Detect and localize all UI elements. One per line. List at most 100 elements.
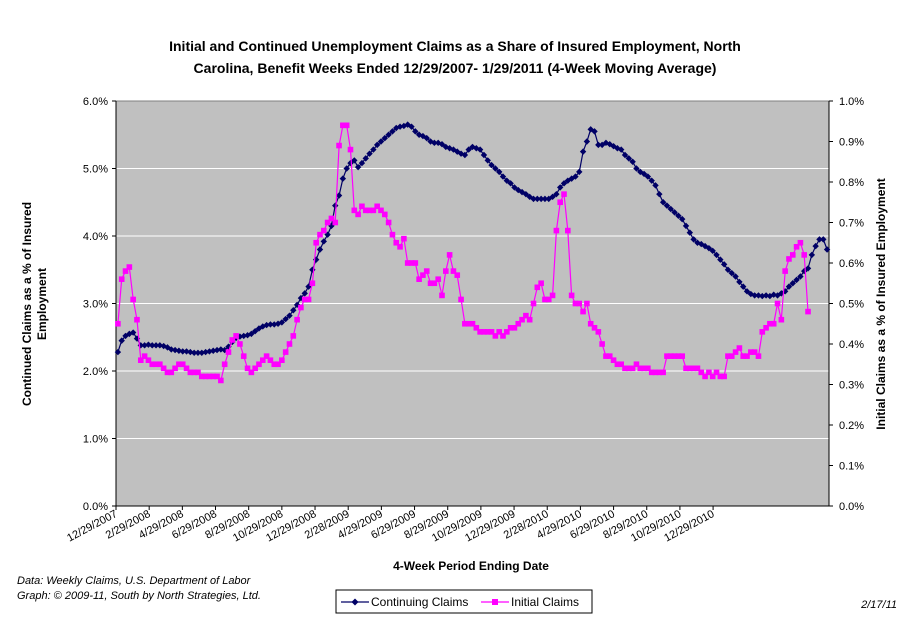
x-axis: 12/29/20072/29/20084/29/20086/29/20088/2… xyxy=(65,505,829,544)
initial-claims-point xyxy=(385,219,392,226)
initial-claims-point xyxy=(740,353,747,359)
initial-claims-point xyxy=(134,316,140,323)
continuing-claims-point xyxy=(595,141,602,149)
continuing-claims-point xyxy=(785,283,793,290)
initial-claims-point xyxy=(801,252,808,258)
initial-claims-point xyxy=(481,329,487,335)
continuing-claims-point xyxy=(682,222,690,230)
legend-initial-marker xyxy=(492,599,498,605)
initial-claims-point xyxy=(130,296,136,303)
initial-claims-point xyxy=(488,329,495,335)
continuing-claims-point xyxy=(152,342,160,349)
initial-claims-point xyxy=(324,219,331,226)
initial-claims-point xyxy=(648,369,655,376)
left-axis-title-line1: Continued Claims as a % of Insured xyxy=(20,202,34,406)
continuing-claims-point xyxy=(522,190,530,198)
initial-claims-point xyxy=(141,353,148,359)
initial-claims-point xyxy=(679,353,686,359)
continuing-claims-point xyxy=(621,151,629,159)
initial-claims-point xyxy=(126,264,133,270)
initial-claims-point xyxy=(206,373,213,380)
initial-claims-point xyxy=(526,316,533,323)
continuing-claims-point xyxy=(454,148,461,155)
initial-claims-point xyxy=(721,373,727,380)
continuing-claims-point xyxy=(740,283,747,290)
continuing-claims-point xyxy=(537,195,545,203)
initial-claims-point xyxy=(229,337,236,343)
initial-claims-point xyxy=(240,353,247,359)
continuing-claims-point xyxy=(781,288,789,295)
initial-claims-point xyxy=(599,341,605,347)
continuing-claims-point xyxy=(465,146,472,153)
continuing-claims-point xyxy=(671,209,678,216)
initial-claims-point xyxy=(176,361,182,368)
initial-claims-point xyxy=(195,369,201,376)
initial-claims-point xyxy=(153,361,159,368)
left-tick-label: 5.0% xyxy=(83,164,108,176)
continuing-claims-point xyxy=(286,312,293,319)
initial-claims-point xyxy=(709,373,716,380)
continuing-claims-point xyxy=(480,151,488,159)
continuing-claims-point xyxy=(667,205,674,213)
initial-claims-point xyxy=(584,300,590,307)
left-tick-label: 6.0% xyxy=(83,96,108,108)
continuing-claims-point xyxy=(717,256,724,263)
continuing-claims-point xyxy=(583,138,591,145)
initial-claims-point xyxy=(675,353,682,359)
continuing-claims-point xyxy=(316,246,324,253)
initial-claims-point xyxy=(320,227,327,234)
continuing-claims-point xyxy=(332,202,339,209)
x-axis-title: 4-Week Period Ending Date xyxy=(393,559,549,573)
continuing-claims-point xyxy=(194,349,202,356)
initial-claims-point xyxy=(191,369,197,376)
right-tick-label: 0.2% xyxy=(839,420,864,432)
continuing-claims-point xyxy=(267,321,274,328)
initial-claims-point xyxy=(423,268,430,274)
right-tick-label: 0.8% xyxy=(839,177,864,189)
initial-claims-point xyxy=(664,353,670,359)
initial-claims-point xyxy=(633,361,640,368)
initial-claims-point xyxy=(164,369,171,376)
initial-claims-point xyxy=(465,320,472,327)
continuing-claims-point xyxy=(579,148,587,155)
right-tick-label: 1.0% xyxy=(839,96,864,108)
initial-claims-point xyxy=(587,320,594,327)
initial-claims-point xyxy=(214,373,220,380)
continuing-claims-point xyxy=(190,349,198,356)
continuing-claims-point xyxy=(541,195,549,203)
continuing-claims-point xyxy=(476,146,484,153)
initial-claims-point xyxy=(370,207,377,214)
continuing-claims-point xyxy=(743,288,751,295)
initial-claims-point xyxy=(408,260,415,266)
initial-claims-point xyxy=(580,308,586,315)
initial-claims-point xyxy=(519,316,525,323)
initial-claims-point xyxy=(568,292,575,299)
continuing-claims-point xyxy=(686,229,694,236)
initial-claims-point xyxy=(157,361,163,368)
initial-claims-point xyxy=(351,207,358,214)
initial-claims-point xyxy=(374,203,380,210)
legend: Continuing Claims Initial Claims xyxy=(335,589,593,614)
continuing-claims-point xyxy=(412,128,419,135)
initial-claims-point xyxy=(782,268,788,274)
initial-claims-point xyxy=(530,300,537,307)
continuing-claims-point xyxy=(149,342,156,349)
initial-claims-point xyxy=(179,361,186,368)
initial-claims-point xyxy=(378,207,384,214)
continuing-claims-point xyxy=(351,157,358,164)
initial-claims-point xyxy=(774,300,781,307)
continuing-claims-point xyxy=(484,157,491,164)
continuing-claims-point xyxy=(606,141,613,148)
right-tick-label: 0.4% xyxy=(839,339,864,351)
continuing-claims-point xyxy=(816,236,823,243)
continuing-claims-point xyxy=(282,315,289,323)
initial-claims-point xyxy=(443,268,449,274)
continuing-claims-point xyxy=(560,180,568,187)
initial-claims-point xyxy=(660,369,666,376)
continuing-claims-point xyxy=(118,337,125,344)
continuing-claims-point xyxy=(499,173,507,180)
continuing-claims-point xyxy=(736,278,743,286)
initial-claims-point xyxy=(317,231,323,238)
initial-claims-point xyxy=(744,353,750,359)
initial-claims-point xyxy=(549,292,556,299)
